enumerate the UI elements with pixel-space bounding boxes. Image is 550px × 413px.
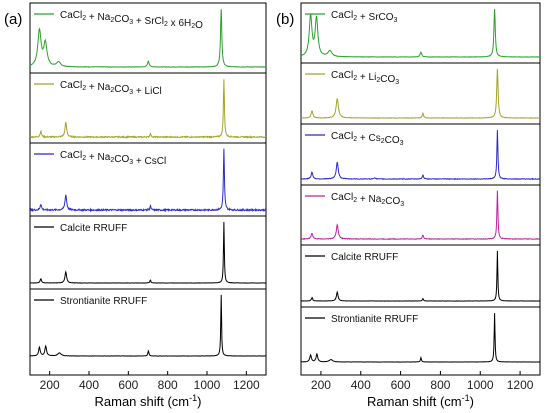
panel-a: (a) CaCl2 + Na2CO3 + SrCl2 x 6H2O CaCl2 + … bbox=[4, 2, 267, 409]
series-0: CaCl2 + SrCO3 bbox=[301, 8, 541, 58]
legend-label: Strontianite RRUFF bbox=[331, 314, 418, 325]
legend-label: CaCl2 + Na2CO3 + CsCl bbox=[60, 150, 166, 167]
legend-label: Calcite RRUFF bbox=[60, 223, 127, 234]
series-2: CaCl2 + Na2CO3 + CsCl bbox=[29, 142, 266, 213]
x-tick-label: 400 bbox=[79, 378, 99, 392]
spectrum-line bbox=[30, 221, 267, 284]
x-axis-title: Raman shift (cm-1) bbox=[95, 393, 202, 409]
x-tick-label: 1200 bbox=[233, 378, 260, 392]
series-4: Calcite RRUFF bbox=[301, 244, 541, 302]
panel-b: (b) CaCl2 + SrCO3 CaCl2 + Li2CO3 CaCl2 + Cs… bbox=[276, 2, 541, 409]
series-3: Calcite RRUFF bbox=[30, 215, 267, 284]
x-tick-label: 1000 bbox=[467, 378, 494, 392]
x-tick-label: 800 bbox=[430, 378, 450, 392]
panel-label: (a) bbox=[4, 11, 22, 28]
series-1: CaCl2 + Na2CO3 + LiCl bbox=[29, 72, 266, 139]
legend-label: CaCl2 + Cs2CO3 bbox=[331, 131, 404, 147]
series-2: CaCl2 + Cs2CO3 bbox=[300, 123, 541, 181]
legend-label: CaCl2 + Li2CO3 bbox=[331, 70, 399, 86]
x-tick-label: 1000 bbox=[194, 378, 221, 392]
series-1: CaCl2 + Li2CO3 bbox=[300, 62, 540, 119]
x-tick-label: 600 bbox=[118, 378, 138, 392]
spectrum-line bbox=[29, 79, 266, 139]
panel-label: (b) bbox=[276, 11, 294, 28]
spectrum-line bbox=[300, 68, 540, 119]
plot-frame bbox=[29, 2, 267, 376]
x-tick-label: 600 bbox=[391, 378, 411, 392]
x-tick-label: 800 bbox=[158, 378, 178, 392]
spectrum-line bbox=[29, 148, 266, 213]
series-3: CaCl2 + Na2CO3 bbox=[300, 184, 540, 241]
legend-label: Calcite RRUFF bbox=[331, 252, 398, 263]
spectrum-line bbox=[301, 250, 541, 302]
legend-label: CaCl2 + Na2CO3 + LiCl bbox=[60, 80, 162, 97]
x-axis-title: Raman shift (cm-1) bbox=[367, 393, 474, 409]
spectrum-line bbox=[300, 129, 541, 181]
series-0: CaCl2 + Na2CO3 + SrCl2 x 6H2O bbox=[29, 9, 267, 68]
legend-label: Strontianite RRUFF bbox=[60, 296, 147, 307]
spectrum-line bbox=[300, 190, 540, 241]
spectrum-line bbox=[300, 313, 540, 363]
x-tick-label: 400 bbox=[351, 378, 371, 392]
series-4: Strontianite RRUFF bbox=[30, 288, 267, 357]
legend-label: CaCl2 + Na2CO3 + SrCl2 x 6H2O bbox=[60, 10, 203, 31]
x-tick-label: 200 bbox=[40, 378, 60, 392]
plot-frame bbox=[300, 2, 541, 376]
x-tick-label: 200 bbox=[311, 378, 331, 392]
spectrum-line bbox=[30, 294, 267, 357]
x-tick-label: 1200 bbox=[507, 378, 534, 392]
spectrum-line bbox=[29, 9, 267, 68]
legend-label: CaCl2 + SrCO3 bbox=[331, 10, 398, 24]
legend-label: CaCl2 + Na2CO3 bbox=[331, 192, 404, 208]
spectrum-line bbox=[301, 8, 541, 58]
series-5: Strontianite RRUFF bbox=[300, 306, 540, 363]
